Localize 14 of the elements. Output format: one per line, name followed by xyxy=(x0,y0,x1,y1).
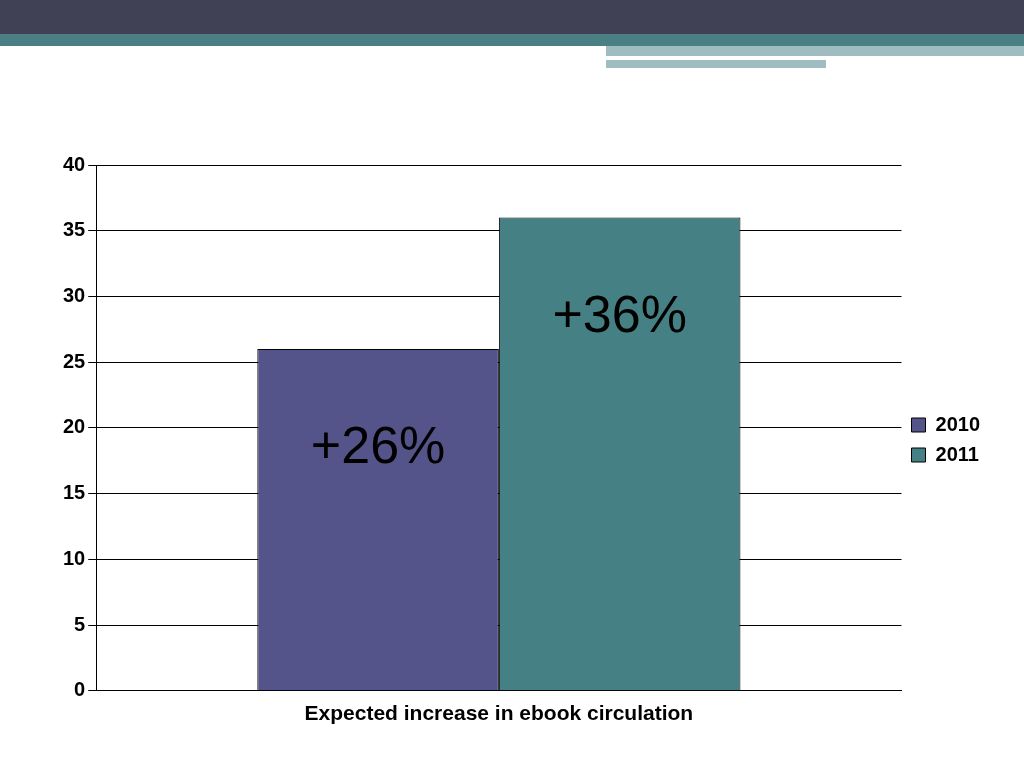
y-tick-label: 5 xyxy=(74,612,86,635)
data-label: +26% xyxy=(310,416,446,475)
x-tick-label: Expected increase in ebook circulation xyxy=(304,701,694,725)
legend-label: 2010 xyxy=(935,412,981,435)
data-label: +36% xyxy=(552,284,687,343)
y-tick-label: 10 xyxy=(63,546,86,569)
y-tick-label: 15 xyxy=(63,481,86,504)
y-tick-label: 40 xyxy=(63,152,86,175)
y-tick-label: 30 xyxy=(63,283,86,306)
y-tick-label: 35 xyxy=(63,218,86,241)
y-tick-label: 25 xyxy=(63,349,86,372)
legend-label: 2011 xyxy=(935,442,979,465)
y-tick-label: 0 xyxy=(74,678,86,701)
y-tick-label: 20 xyxy=(63,415,86,438)
